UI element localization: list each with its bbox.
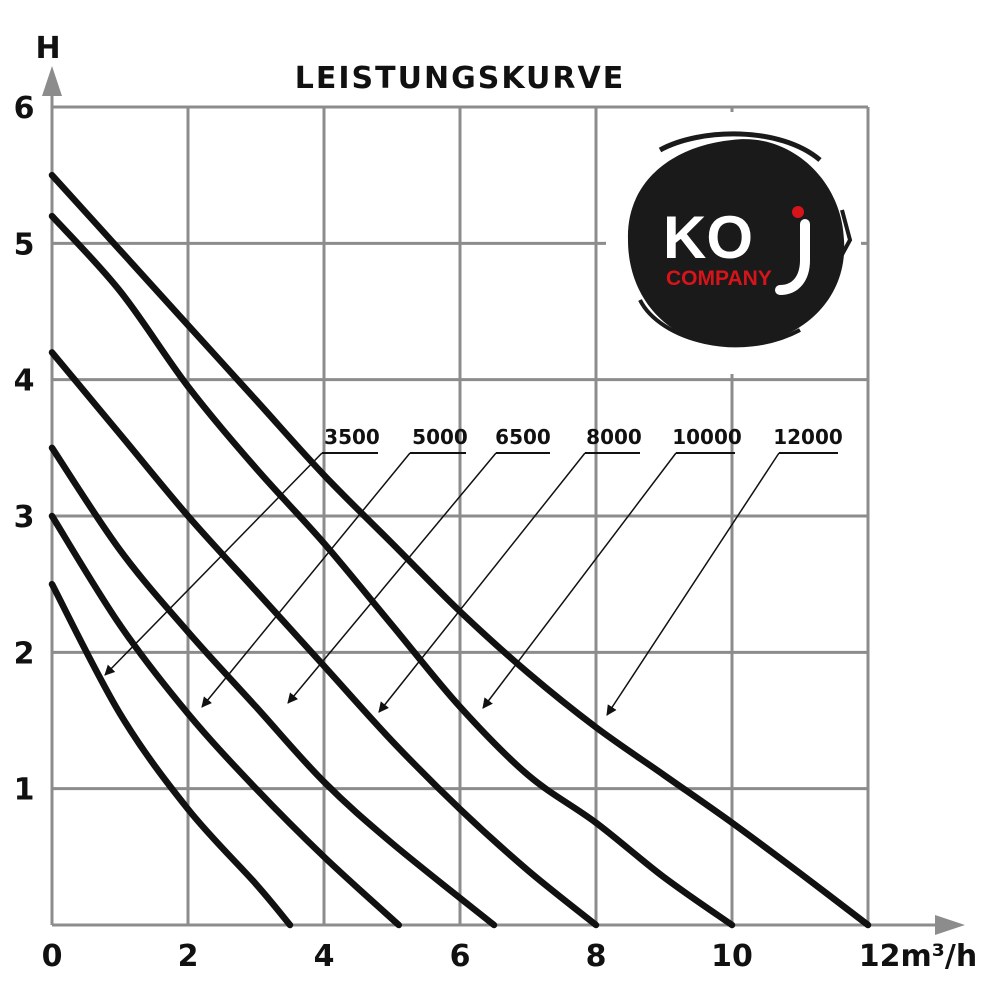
grid bbox=[52, 105, 870, 925]
series-leader-arrow bbox=[378, 452, 586, 713]
series-label-12000: 12000 bbox=[773, 425, 843, 449]
logo-lettering: KO bbox=[663, 204, 753, 271]
series-label-10000: 10000 bbox=[672, 425, 742, 449]
series-label-3500: 3500 bbox=[324, 425, 380, 449]
series-leader-arrow bbox=[482, 452, 677, 709]
series-leader-arrow bbox=[606, 452, 780, 716]
x-tick-label: 2 bbox=[178, 939, 199, 974]
chart-title: LEISTUNGSKURVE bbox=[295, 61, 625, 96]
x-tick-label: 6 bbox=[450, 939, 471, 974]
series-label-5000: 5000 bbox=[412, 425, 468, 449]
curve-5000 bbox=[48, 512, 403, 929]
x-unit-label: 12m³/h bbox=[859, 939, 977, 974]
y-tick-label: 3 bbox=[14, 500, 35, 535]
x-tick-label: 4 bbox=[314, 939, 335, 974]
series-labels: 3500 5000 6500 8000 10000 12000 bbox=[104, 425, 843, 716]
axes bbox=[42, 66, 965, 935]
y-tick-label: 4 bbox=[14, 364, 35, 399]
y-tick-label: 1 bbox=[14, 773, 35, 808]
series-leader-arrow bbox=[104, 452, 323, 676]
y-tick-label: 5 bbox=[14, 227, 35, 262]
x-tick-label: 10 bbox=[711, 939, 753, 974]
curve-12000 bbox=[48, 171, 872, 929]
x-tick-label: 0 bbox=[42, 939, 63, 974]
curve-10000 bbox=[48, 212, 736, 929]
curve-3500 bbox=[48, 580, 294, 929]
koi-company-logo: KO COMPANY bbox=[606, 112, 861, 374]
logo-subtitle: COMPANY bbox=[666, 267, 772, 290]
x-tick-label: 8 bbox=[586, 939, 607, 974]
x-axis-arrow bbox=[935, 915, 965, 935]
series-leader-arrow bbox=[287, 452, 497, 704]
series-leader-arrow bbox=[201, 452, 411, 708]
series-label-8000: 8000 bbox=[586, 425, 642, 449]
y-tick-label: 2 bbox=[14, 636, 35, 671]
y-axis-arrow bbox=[42, 66, 62, 96]
curve-6500 bbox=[48, 444, 498, 929]
curves bbox=[48, 171, 872, 929]
y-axis-title: H bbox=[35, 31, 60, 66]
y-tick-label: 6 bbox=[14, 91, 35, 126]
series-label-6500: 6500 bbox=[495, 425, 551, 449]
